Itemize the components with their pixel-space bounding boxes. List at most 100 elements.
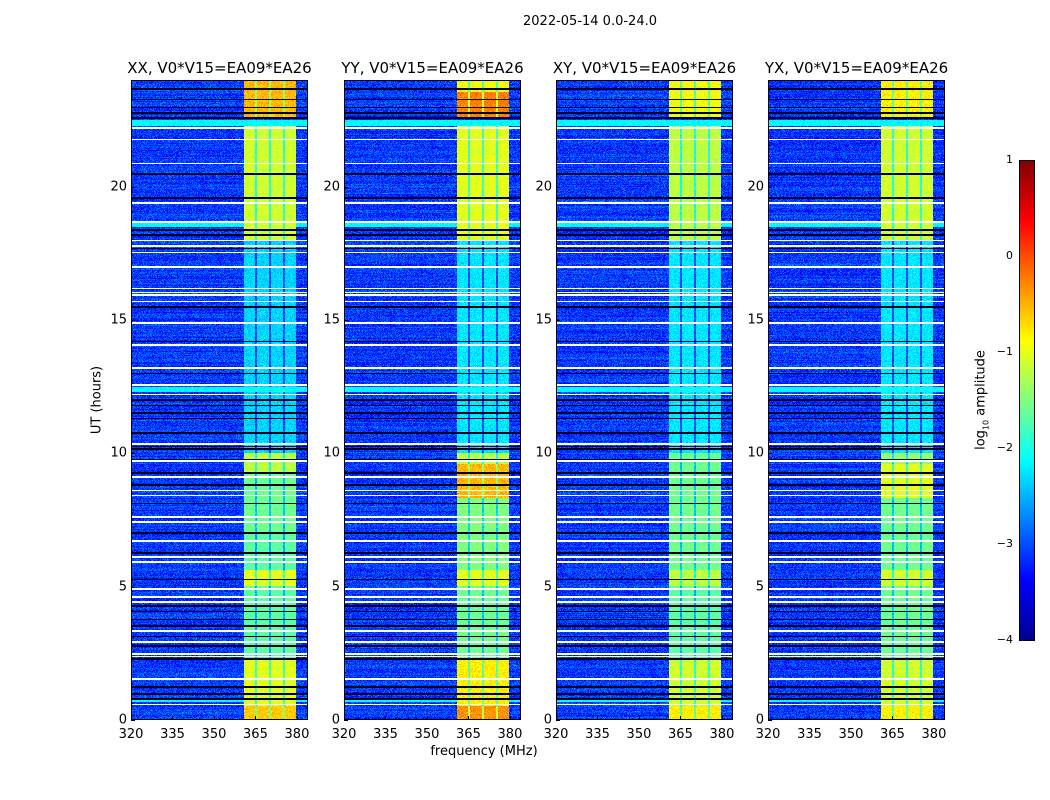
- colorbar-label-prefix: log: [973, 430, 989, 450]
- spectrogram-xx: [131, 80, 308, 720]
- y-tick-mark: [131, 586, 135, 588]
- x-tick-mark: [296, 716, 298, 720]
- x-tick-mark: [597, 716, 599, 720]
- x-tick-mark: [850, 716, 852, 720]
- y-tick-mark: [131, 720, 135, 721]
- y-tick-mark: [768, 453, 772, 455]
- x-tick-label: 350: [626, 727, 652, 742]
- colorbar: [1019, 160, 1035, 641]
- x-tick-mark: [721, 716, 723, 720]
- y-tick-mark: [768, 720, 772, 721]
- colorbar-tick-label: −4: [996, 633, 1013, 646]
- x-tick-label: 365: [456, 727, 481, 742]
- x-tick-label: 320: [331, 727, 357, 742]
- x-tick-label: 365: [668, 727, 693, 742]
- x-tick-mark: [426, 716, 428, 720]
- x-tick-mark: [638, 716, 640, 720]
- x-tick-mark: [255, 716, 257, 720]
- x-tick-label: 335: [373, 727, 398, 742]
- y-tick-label: 20: [110, 179, 127, 195]
- y-tick-mark: [131, 320, 135, 321]
- x-tick-label: 335: [160, 727, 185, 742]
- x-axis-label: frequency (MHz): [430, 744, 538, 759]
- y-tick-mark: [556, 586, 560, 588]
- x-tick-mark: [509, 716, 511, 720]
- panel-title: XY, V0*V15=EA09*EA26: [552, 59, 737, 77]
- heatmap-image: [769, 81, 944, 719]
- y-tick-mark: [556, 186, 560, 188]
- x-tick-mark: [213, 716, 215, 720]
- y-tick-label: 0: [118, 712, 127, 728]
- y-tick-mark: [344, 320, 348, 321]
- y-tick-label: 5: [755, 579, 764, 595]
- figure-title: 2022-05-14 0.0-24.0: [523, 14, 657, 29]
- y-tick-mark: [131, 186, 135, 188]
- x-tick-label: 365: [243, 727, 268, 742]
- y-tick-label: 20: [535, 179, 552, 195]
- colorbar-label: log10 amplitude: [974, 350, 991, 450]
- x-tick-label: 320: [543, 727, 569, 742]
- x-tick-label: 380: [921, 727, 947, 742]
- y-tick-mark: [344, 186, 348, 188]
- heatmap-image: [345, 81, 520, 719]
- x-tick-label: 380: [709, 727, 735, 742]
- y-tick-label: 10: [110, 445, 127, 461]
- colorbar-tick-label: 0: [1006, 249, 1013, 262]
- y-tick-mark: [556, 453, 560, 455]
- y-tick-label: 15: [323, 312, 340, 328]
- x-tick-label: 380: [497, 727, 523, 742]
- x-tick-mark: [680, 716, 682, 720]
- colorbar-tick-label: 1: [1006, 153, 1013, 166]
- y-tick-label: 5: [543, 579, 552, 595]
- y-tick-mark: [556, 320, 560, 321]
- y-tick-mark: [344, 720, 348, 721]
- x-tick-label: 365: [880, 727, 905, 742]
- x-tick-label: 335: [585, 727, 610, 742]
- y-tick-label: 5: [118, 579, 127, 595]
- x-tick-mark: [556, 716, 557, 720]
- y-tick-label: 20: [747, 179, 764, 195]
- y-tick-label: 10: [323, 445, 340, 461]
- x-tick-label: 350: [838, 727, 864, 742]
- y-tick-label: 15: [535, 312, 552, 328]
- y-tick-label: 5: [331, 579, 340, 595]
- x-tick-mark: [768, 716, 769, 720]
- x-tick-mark: [892, 716, 894, 720]
- y-axis-label: UT (hours): [89, 365, 105, 435]
- y-tick-label: 10: [747, 445, 764, 461]
- panel-title: YX, V0*V15=EA09*EA26: [764, 59, 949, 77]
- y-tick-label: 0: [755, 712, 764, 728]
- y-tick-label: 15: [110, 312, 127, 328]
- x-tick-label: 350: [201, 727, 227, 742]
- x-tick-mark: [172, 716, 174, 720]
- colorbar-label-sub: 10: [981, 419, 991, 431]
- y-tick-mark: [768, 586, 772, 588]
- y-tick-label: 0: [331, 712, 340, 728]
- y-tick-mark: [344, 586, 348, 588]
- colorbar-tick-label: −3: [996, 537, 1013, 550]
- x-tick-mark: [385, 716, 387, 720]
- colorbar-tick-label: −1: [996, 345, 1013, 358]
- x-tick-mark: [344, 716, 345, 720]
- x-tick-mark: [131, 716, 132, 720]
- panel-title: XX, V0*V15=EA09*EA26: [127, 59, 312, 77]
- y-tick-label: 15: [747, 312, 764, 328]
- colorbar-label-suffix: amplitude: [973, 350, 989, 420]
- x-tick-mark: [933, 716, 935, 720]
- colorbar-tick-label: −2: [996, 441, 1013, 454]
- x-tick-label: 335: [797, 727, 822, 742]
- spectrogram-yx: [768, 80, 945, 720]
- x-tick-label: 380: [284, 727, 310, 742]
- y-tick-label: 10: [535, 445, 552, 461]
- x-tick-label: 320: [118, 727, 144, 742]
- y-tick-mark: [768, 186, 772, 188]
- y-tick-mark: [344, 453, 348, 455]
- heatmap-image: [132, 81, 307, 719]
- heatmap-image: [557, 81, 732, 719]
- x-tick-mark: [468, 716, 470, 720]
- panel-title: YY, V0*V15=EA09*EA26: [341, 59, 524, 77]
- x-tick-mark: [809, 716, 811, 720]
- y-tick-mark: [768, 320, 772, 321]
- y-tick-label: 0: [543, 712, 552, 728]
- y-tick-mark: [556, 720, 560, 721]
